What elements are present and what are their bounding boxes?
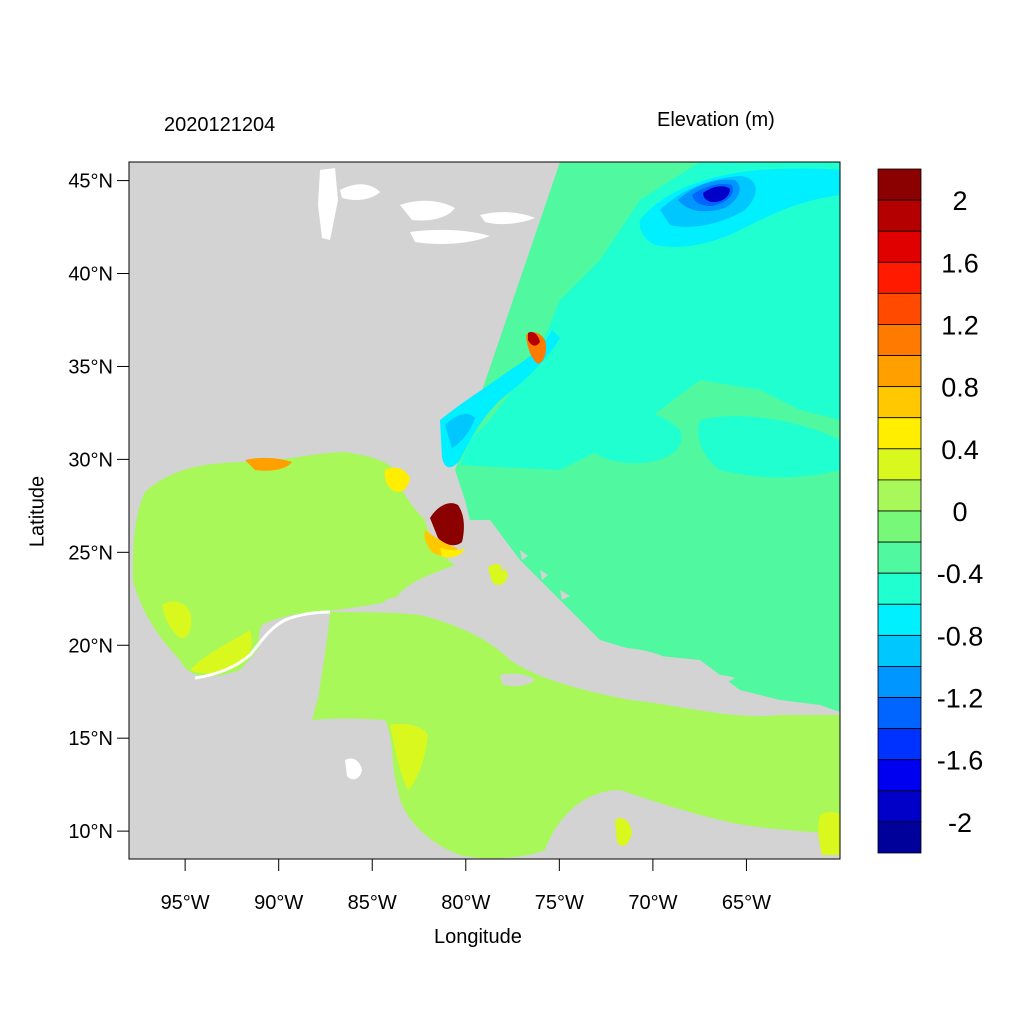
lat-tick-label: 10°N	[68, 821, 113, 843]
colorbar-label: 1.6	[941, 248, 979, 278]
colorbar-swatch	[877, 355, 922, 388]
colorbar-swatch	[877, 603, 922, 636]
lon-tick-label: 80°W	[441, 892, 490, 914]
variable-title: Elevation (m)	[657, 109, 775, 131]
louisiana-coast-fringe	[245, 457, 292, 471]
hispaniola-landmass	[590, 647, 677, 680]
latitude-ticks: 45°N 40°N 35°N 30°N 25°N 20°N 15°N 10°N	[68, 171, 129, 843]
gulf-west-patch	[162, 601, 192, 639]
lat-tick-label: 35°N	[68, 356, 113, 378]
colorbar-label: -0.4	[937, 559, 984, 589]
jamaica-landmass	[500, 673, 535, 687]
colorbar-swatch	[877, 324, 922, 356]
colorbar-swatch	[877, 199, 922, 232]
gulf-of-maine-field-5	[703, 186, 730, 203]
colorbar-swatch	[877, 448, 922, 481]
big-bend-patch	[384, 467, 410, 492]
florida-keys-patch	[440, 548, 465, 558]
colorbar-swatch	[877, 759, 922, 792]
yucatan-landmass	[259, 612, 330, 715]
lon-tick-label: 70°W	[628, 892, 677, 914]
lon-tick-label: 85°W	[348, 892, 397, 914]
colorbar-swatch	[877, 292, 922, 325]
lon-tick-label: 95°W	[161, 892, 210, 914]
x-axis-label: Longitude	[434, 926, 522, 948]
colorbar-label: 0.4	[941, 435, 979, 465]
georgia-bight-low	[445, 414, 475, 448]
lat-tick-label: 25°N	[68, 542, 113, 564]
colorbar-swatch	[877, 541, 922, 574]
colorbar-swatch	[877, 479, 922, 512]
colorbar-swatch	[877, 666, 922, 698]
campeche-shore	[194, 610, 331, 680]
gulf-of-mexico-field	[132, 452, 455, 677]
lake-nicaragua	[345, 758, 362, 780]
date-title: 2020121204	[164, 114, 276, 136]
colorbar-label: 1.2	[941, 310, 979, 340]
caribbean-nicaragua-patch	[390, 723, 428, 790]
colorbar-label: 0	[952, 497, 967, 527]
colorbar-label: 0.8	[941, 373, 979, 403]
great-lakes	[318, 168, 535, 244]
cuba-landmass	[385, 592, 615, 653]
colorbar-label: -2	[948, 808, 972, 838]
colorbar-swatch	[877, 634, 922, 667]
colorbar-swatch	[877, 697, 922, 730]
lat-tick-label: 20°N	[68, 635, 113, 657]
colorbar-swatch	[877, 386, 922, 419]
colorbar: 2 1.6 1.2 0.8 0.4 0 -0.4 -0.8 -1.2 -1.6 -2	[877, 168, 984, 854]
colorbar-swatch	[877, 790, 922, 823]
colorbar-swatch	[877, 510, 922, 543]
colorbar-label: -0.8	[937, 621, 984, 651]
east-caribbean-patch	[818, 811, 840, 855]
colorbar-swatch	[877, 728, 922, 761]
south-florida-surge-mid	[424, 530, 458, 556]
puerto-rico-landmass	[705, 674, 735, 683]
colorbar-swatch	[877, 230, 922, 263]
lat-tick-label: 30°N	[68, 449, 113, 471]
east-coast-shelf-low	[440, 330, 560, 468]
colorbar-swatch	[877, 821, 922, 854]
bahamas-islands	[500, 550, 570, 600]
map-panel	[129, 162, 840, 859]
lon-tick-label: 90°W	[254, 892, 303, 914]
colorbar-swatch	[877, 168, 922, 201]
atlantic-east-lobe	[698, 416, 840, 478]
atlantic-north-field	[460, 162, 840, 470]
colorbar-swatch	[877, 572, 922, 605]
venezuela-patch	[615, 818, 632, 846]
lon-tick-label: 75°W	[535, 892, 584, 914]
lat-tick-label: 45°N	[68, 171, 113, 193]
lat-tick-label: 40°N	[68, 264, 113, 286]
lat-tick-label: 15°N	[68, 728, 113, 750]
caribbean-sea-field	[312, 612, 840, 859]
y-axis-label: Latitude	[26, 475, 49, 548]
colorbar-swatch	[877, 417, 922, 450]
colorbar-label: -1.2	[937, 684, 984, 714]
colorbar-swatch	[877, 261, 922, 294]
longitude-ticks: 95°W 90°W 85°W 80°W 75°W 70°W 65°W	[161, 859, 771, 914]
lon-tick-label: 65°W	[722, 892, 771, 914]
colorbar-label: 2	[952, 186, 967, 216]
carolina-surge-core	[528, 332, 540, 346]
gulf-yucatan-patch	[190, 630, 252, 674]
atlantic-north-lobe	[576, 406, 682, 464]
south-florida-surge-high	[430, 503, 464, 546]
colorbar-label: -1.6	[937, 746, 984, 776]
plot-frame	[128, 161, 841, 860]
